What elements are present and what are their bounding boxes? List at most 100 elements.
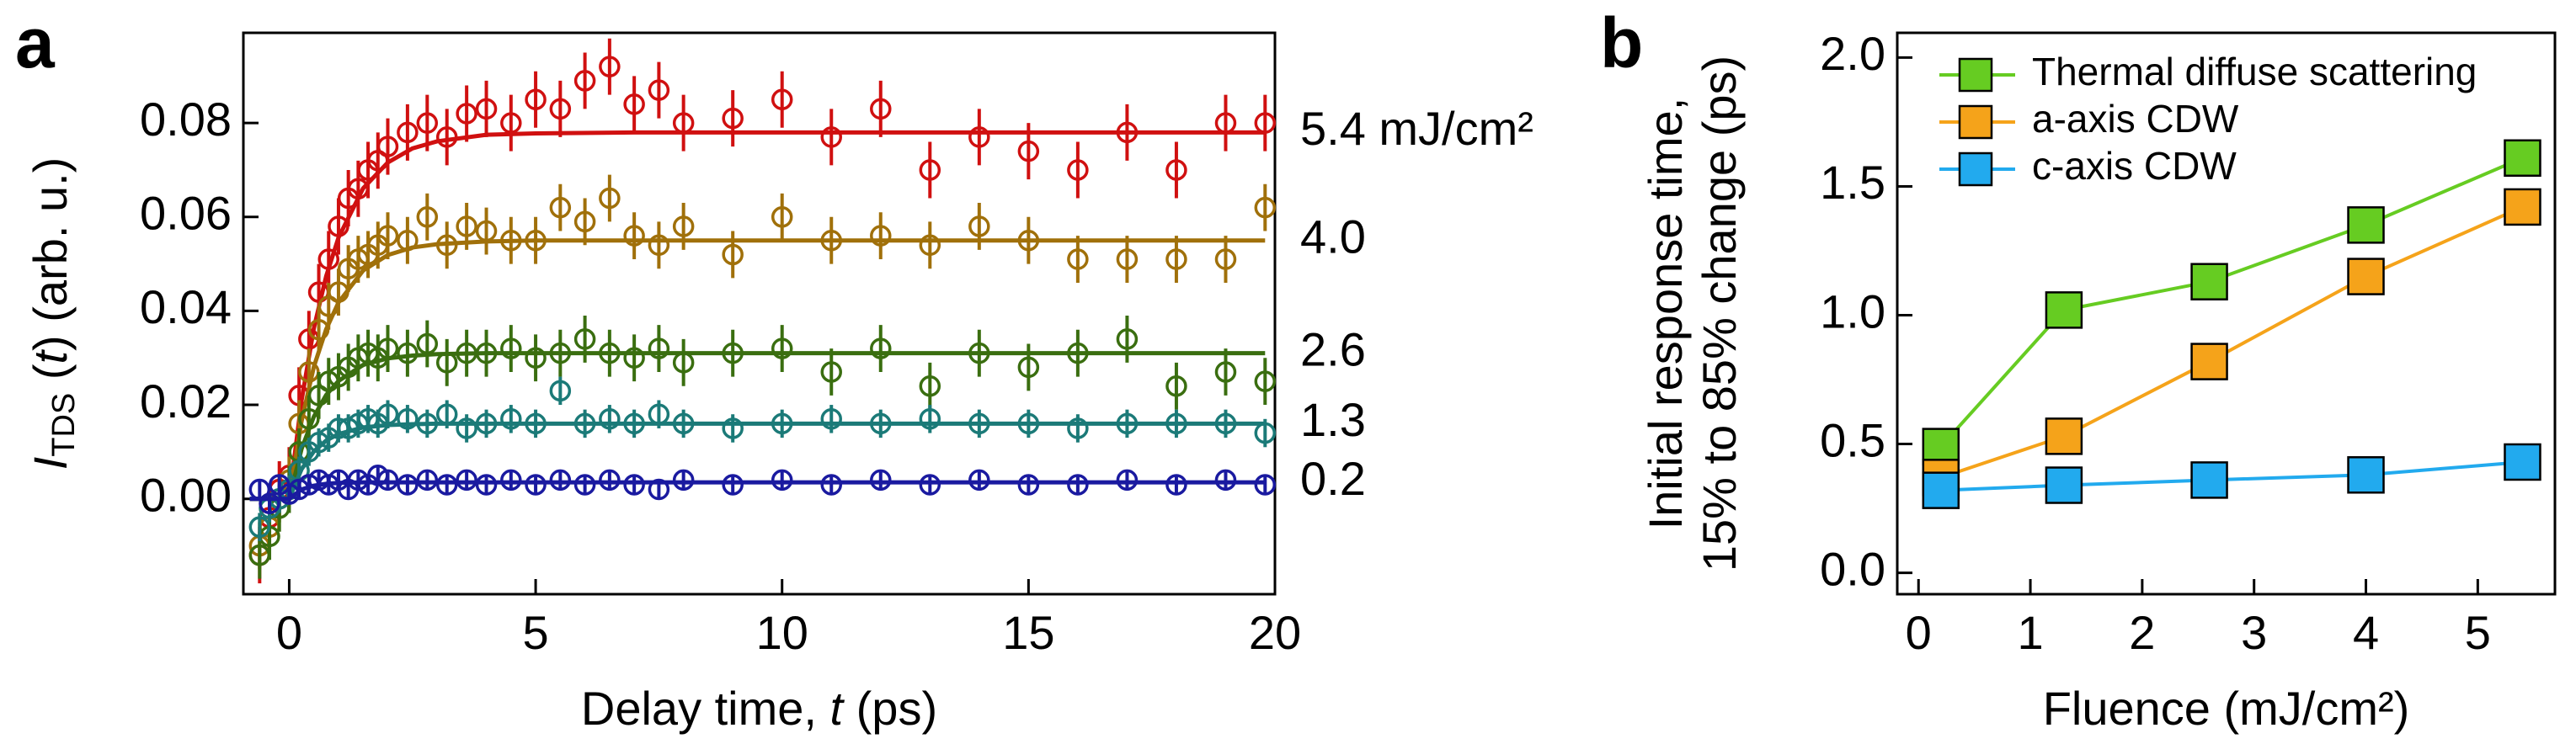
y-axis-label: ITDS (t) (arb. u.)	[24, 157, 82, 470]
data-point	[1017, 474, 1040, 496]
y-axis-label-part: t	[24, 349, 77, 364]
data-point	[623, 93, 645, 115]
data-point	[968, 126, 990, 148]
data-point	[1165, 474, 1187, 496]
data-point	[919, 234, 941, 257]
x-tick-label: 3	[2241, 606, 2267, 659]
x-tick-label: 15	[1002, 606, 1054, 659]
data-point	[722, 107, 744, 130]
legend-marker	[1958, 151, 1993, 187]
data-point	[1214, 248, 1237, 270]
y-axis-label-part: I	[24, 457, 77, 470]
data-marker	[2190, 263, 2228, 300]
data-point	[397, 121, 419, 144]
data-point	[1067, 159, 1089, 181]
data-point	[870, 98, 892, 120]
data-point	[549, 196, 572, 219]
data-marker	[2045, 291, 2083, 329]
data-point	[1254, 196, 1277, 219]
data-point	[1067, 248, 1089, 270]
y-tick-label: 1.0	[1820, 284, 1885, 337]
data-point	[456, 103, 477, 125]
data-point	[376, 469, 399, 492]
data-point	[722, 474, 744, 496]
y-tick-label: 0.0	[1820, 542, 1885, 595]
data-point	[435, 474, 458, 496]
data-marker	[2504, 139, 2541, 178]
fit-line	[249, 238, 1266, 502]
data-point	[475, 98, 498, 120]
y-tick-label: 0.02	[140, 375, 232, 428]
data-point	[1214, 361, 1237, 383]
panel-label: b	[1600, 3, 1643, 82]
data-point	[722, 243, 744, 266]
data-point	[919, 159, 941, 181]
legend-label: a-axis CDW	[2032, 97, 2239, 141]
data-point	[1254, 370, 1277, 392]
data-point	[1116, 469, 1139, 492]
data-marker	[2045, 417, 2083, 455]
data-point	[456, 215, 477, 237]
x-axis-label: Delay time, t (ps)	[581, 682, 937, 735]
data-point	[1017, 356, 1040, 379]
data-point	[870, 225, 892, 247]
data-point	[1067, 474, 1089, 496]
data-point	[475, 474, 498, 496]
plot-frame	[1896, 31, 2557, 596]
data-marker	[2045, 466, 2083, 504]
data-point	[500, 337, 522, 359]
y-tick-label: 0.04	[140, 280, 232, 333]
data-point	[771, 469, 793, 492]
data-point	[500, 408, 522, 430]
data-point	[771, 337, 793, 359]
data-marker	[2347, 456, 2385, 494]
data-point	[919, 408, 941, 430]
data-marker	[2347, 258, 2385, 295]
data-point	[456, 417, 477, 439]
fit-line	[249, 351, 1266, 502]
data-point	[919, 375, 941, 397]
data-marker	[2504, 188, 2541, 226]
y-tick-label: 0.08	[140, 93, 232, 146]
data-point	[820, 361, 842, 383]
fit-line	[249, 480, 1266, 502]
panel-label: a	[15, 3, 56, 82]
data-point	[1067, 417, 1089, 439]
data-point	[573, 70, 596, 92]
x-tick-label: 1	[2017, 606, 2043, 659]
data-marker	[2190, 343, 2228, 380]
data-point	[248, 516, 271, 538]
data-point	[1116, 328, 1139, 350]
data-point	[599, 408, 621, 430]
data-point	[525, 474, 547, 496]
legend-marker	[1958, 104, 1993, 140]
y-tick-label: 0.00	[140, 468, 232, 521]
data-point	[771, 206, 793, 228]
fit-line	[249, 130, 1266, 502]
x-tick-label: 20	[1249, 606, 1301, 659]
data-point	[599, 187, 621, 210]
data-point	[820, 408, 842, 430]
data-point	[870, 337, 892, 359]
x-axis-label-part: (ps)	[843, 682, 937, 735]
data-point	[549, 98, 572, 120]
legend-label: c-axis CDW	[2032, 144, 2237, 188]
data-point	[416, 206, 439, 228]
series-line	[1940, 460, 2523, 492]
data-point	[500, 469, 522, 492]
series-label: 4.0	[1300, 210, 1366, 263]
data-point	[771, 88, 793, 111]
y-tick-label: 0.5	[1820, 413, 1885, 466]
x-axis-label: Fluence (mJ/cm²)	[2043, 682, 2410, 735]
data-point	[1165, 159, 1187, 181]
data-point	[573, 210, 596, 233]
y-tick-label: 0.06	[140, 187, 232, 240]
plot-frame	[242, 31, 1277, 596]
data-point	[672, 469, 695, 492]
series-label: 2.6	[1300, 322, 1366, 375]
data-point	[549, 380, 572, 402]
data-point	[648, 234, 670, 257]
data-point	[623, 474, 645, 496]
y-tick-label: 2.0	[1820, 27, 1885, 80]
x-axis-label-part: t	[830, 682, 845, 735]
